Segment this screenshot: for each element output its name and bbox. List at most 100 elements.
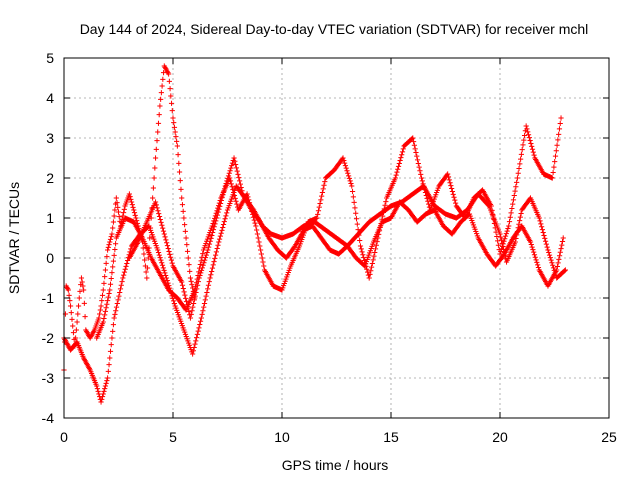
data-point — [156, 213, 163, 220]
data-point — [235, 171, 241, 177]
data-point — [99, 394, 106, 400]
data-point — [204, 249, 210, 256]
data-point — [345, 170, 351, 176]
data-point — [202, 297, 208, 303]
data-point — [65, 287, 71, 293]
data-point — [118, 282, 124, 288]
data-point — [221, 189, 227, 195]
data-point — [342, 163, 349, 169]
data-point — [97, 307, 103, 313]
data-point — [110, 322, 117, 328]
data-point — [341, 157, 347, 164]
data-point — [544, 244, 550, 250]
data-point — [215, 242, 221, 248]
data-point — [542, 235, 548, 241]
data-point — [502, 236, 508, 242]
data-point — [498, 234, 504, 240]
data-point — [451, 194, 457, 200]
series-trace-b — [61, 183, 568, 405]
data-point — [99, 396, 105, 402]
data-point — [73, 335, 79, 341]
data-point — [232, 195, 238, 201]
data-point — [110, 219, 117, 225]
data-point — [116, 293, 122, 299]
data-point — [150, 195, 156, 201]
data-point — [152, 155, 159, 161]
data-point — [192, 293, 198, 299]
data-point — [559, 242, 565, 248]
tick-layer: 0 5 10 15 20 25 -4 -3 -2 -1 0 1 2 3 4 5 — [42, 50, 617, 445]
data-point — [421, 184, 427, 190]
data-point — [106, 290, 112, 297]
data-point — [115, 209, 122, 215]
data-point — [542, 238, 549, 244]
data-point — [237, 181, 243, 187]
data-point — [180, 285, 186, 292]
data-point — [231, 189, 237, 196]
data-point — [409, 136, 415, 142]
data-point — [448, 183, 454, 189]
data-point — [351, 199, 357, 205]
data-point — [354, 221, 360, 227]
data-point — [540, 229, 546, 236]
x-tick-label: 15 — [383, 429, 399, 445]
data-point — [320, 186, 326, 192]
data-point — [155, 129, 161, 135]
data-point — [418, 171, 424, 177]
data-point — [446, 177, 452, 183]
data-point — [228, 165, 234, 171]
data-point — [517, 161, 523, 167]
data-point — [198, 267, 205, 273]
data-point — [107, 281, 114, 287]
data-point — [102, 312, 108, 318]
data-point — [142, 257, 148, 263]
data-point — [559, 238, 566, 245]
data-point — [221, 219, 227, 225]
data-point — [322, 179, 328, 185]
data-point — [112, 241, 119, 247]
data-point — [539, 227, 546, 233]
data-point — [261, 263, 267, 269]
data-point — [166, 248, 172, 255]
data-point — [159, 83, 165, 89]
data-point — [216, 239, 222, 245]
data-point — [159, 260, 165, 266]
data-point — [197, 318, 204, 324]
data-point — [498, 246, 505, 252]
data-point — [447, 180, 453, 186]
data-point — [187, 315, 194, 321]
data-point — [222, 216, 228, 222]
data-point — [161, 267, 167, 273]
data-point — [422, 187, 428, 193]
data-point — [154, 138, 160, 144]
data-point — [367, 271, 373, 277]
data-point — [160, 265, 166, 271]
x-axis-label: GPS time / hours — [282, 457, 389, 473]
data-point — [98, 303, 104, 309]
data-point — [518, 210, 524, 217]
data-point — [226, 170, 232, 176]
data-point — [143, 269, 149, 275]
data-point — [179, 195, 185, 201]
data-point — [214, 215, 220, 221]
data-point — [112, 311, 118, 317]
data-point — [415, 160, 421, 167]
data-point — [203, 293, 209, 299]
data-point — [549, 260, 555, 266]
data-point — [321, 182, 327, 188]
y-axis-label: SDTVAR / TECUs — [6, 182, 22, 294]
data-point — [349, 183, 355, 189]
data-point — [187, 268, 193, 274]
data-point — [167, 251, 173, 257]
data-point — [541, 232, 547, 239]
data-point — [176, 160, 182, 166]
data-point — [550, 262, 556, 268]
data-point — [494, 233, 500, 240]
data-point — [184, 242, 190, 248]
data-point — [182, 228, 188, 234]
data-point — [174, 143, 180, 149]
data-point — [132, 212, 138, 218]
data-point — [209, 232, 215, 239]
data-point — [529, 146, 536, 152]
data-point — [416, 164, 422, 170]
